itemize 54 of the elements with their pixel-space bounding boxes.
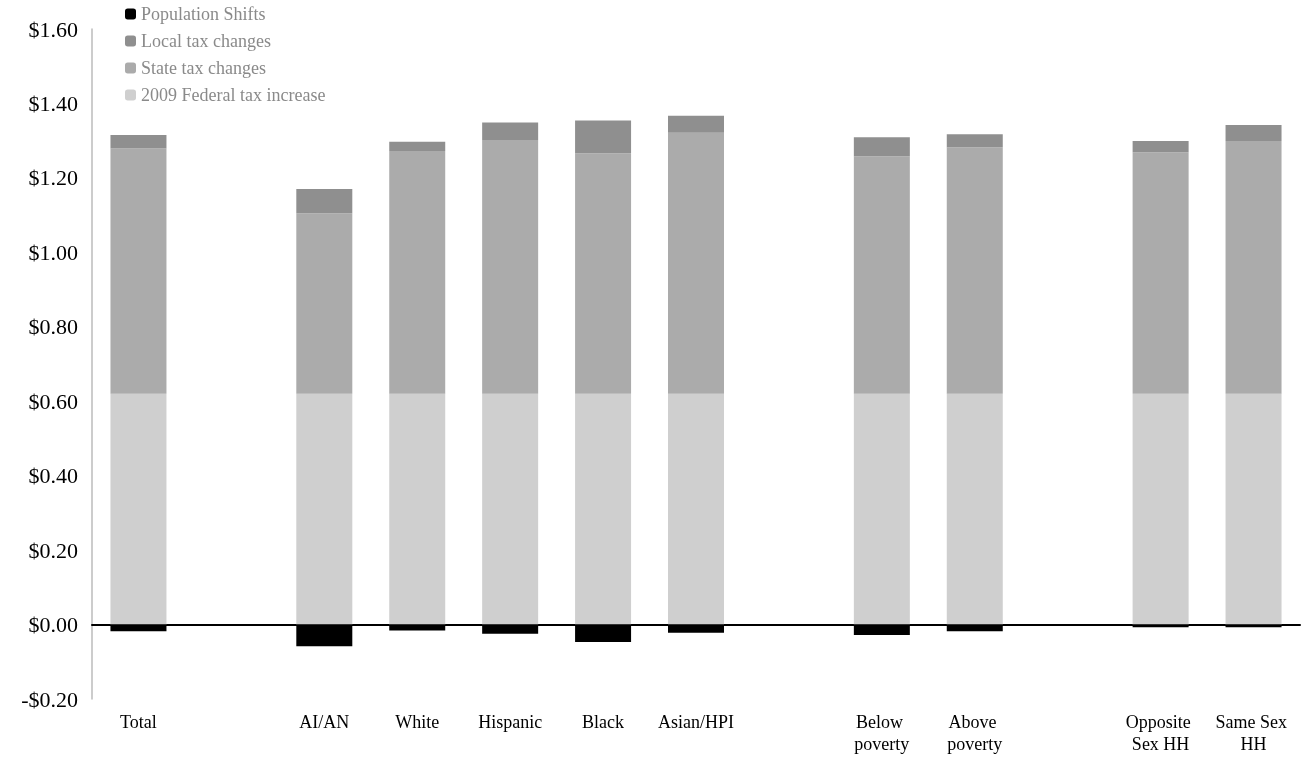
- bar: [853, 156, 910, 394]
- bar: [575, 153, 632, 394]
- y-tick-label: $1.60: [28, 16, 78, 42]
- x-tick-label: Total: [120, 712, 157, 732]
- bar: [946, 147, 1003, 394]
- y-tick-label: $1.00: [28, 239, 78, 265]
- bar: [575, 393, 632, 625]
- bar: [110, 148, 167, 394]
- x-tick-label: Same Sex HH: [1215, 712, 1292, 754]
- y-tick-label: $0.80: [28, 314, 78, 340]
- x-tick-label: Hispanic: [478, 712, 543, 732]
- bar: [668, 115, 724, 133]
- x-tick-label: Opposite Sex HH: [1125, 712, 1196, 754]
- bar: [389, 141, 446, 152]
- bar: [296, 393, 353, 625]
- y-tick-label: $1.40: [28, 90, 78, 116]
- bar: [668, 132, 724, 394]
- bar: [1132, 393, 1189, 625]
- bar: [1225, 393, 1282, 625]
- bar: [296, 213, 353, 394]
- bar: [853, 137, 910, 157]
- x-tick-label: Black: [582, 712, 625, 732]
- x-tick-label: AI/AN: [299, 712, 350, 732]
- bar: [389, 393, 446, 625]
- bar: [110, 393, 167, 625]
- x-tick-label: White: [395, 712, 440, 732]
- bar: [1132, 152, 1189, 394]
- x-tick-label: Asian/HPI: [658, 712, 734, 732]
- legend-label: State tax changes: [141, 58, 266, 78]
- bar: [1132, 141, 1189, 153]
- y-tick-label: $1.20: [28, 165, 78, 191]
- bar: [853, 393, 910, 625]
- bar: [946, 134, 1003, 148]
- bar: [1225, 125, 1282, 142]
- bar: [389, 151, 446, 394]
- bar: [946, 393, 1003, 625]
- bar: [482, 393, 539, 625]
- y-tick-label: $0.00: [28, 612, 78, 638]
- legend-label: 2009 Federal tax increase: [141, 85, 326, 105]
- legend-label: Local tax changes: [141, 31, 271, 51]
- x-tick-label: Below poverty: [854, 712, 910, 754]
- y-tick-label: $0.20: [28, 537, 78, 563]
- bar: [1225, 141, 1282, 394]
- bar: [482, 122, 539, 140]
- bar: [482, 139, 539, 394]
- bar: [296, 189, 353, 214]
- y-tick-label: -$0.20: [21, 686, 78, 712]
- y-tick-label: $0.60: [28, 388, 78, 414]
- y-tick-label: $0.40: [28, 463, 78, 489]
- bar: [110, 135, 167, 149]
- bar: [575, 120, 632, 154]
- x-tick-label: Above poverty: [947, 712, 1003, 754]
- legend-label: Population Shifts: [141, 4, 266, 24]
- bar: [668, 393, 724, 625]
